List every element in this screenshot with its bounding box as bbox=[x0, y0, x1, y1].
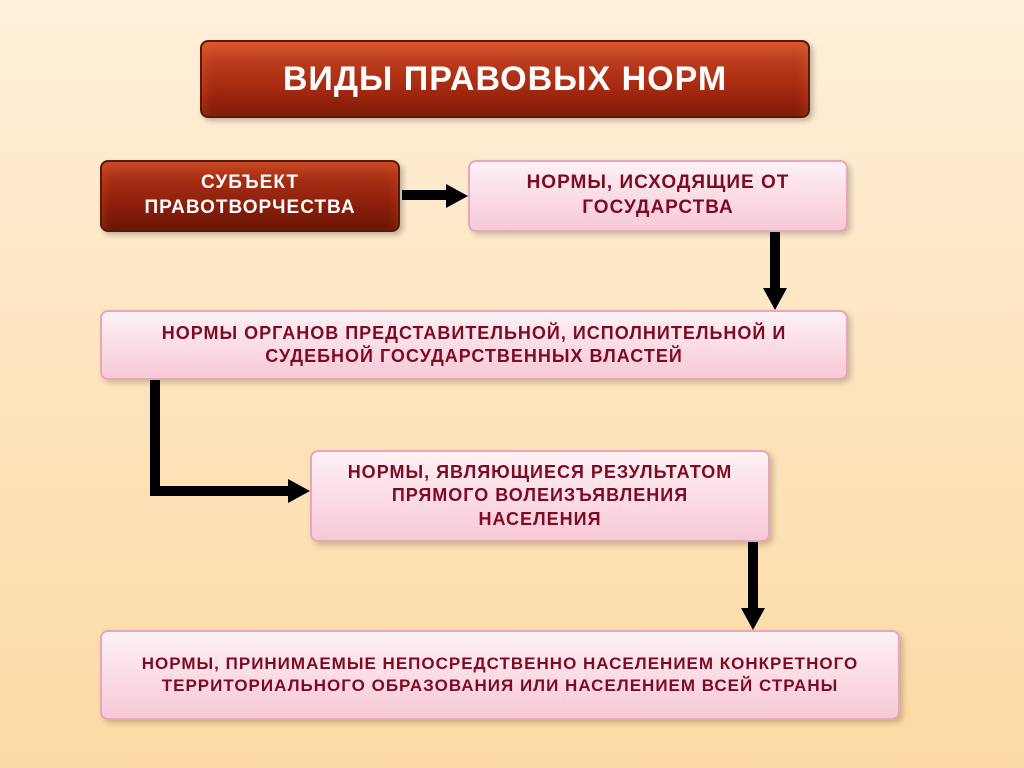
branches-label: НОРМЫ ОРГАНОВ ПРЕДСТАВИТЕЛЬНОЙ, ИСПОЛНИТ… bbox=[118, 322, 830, 369]
arrow-head bbox=[288, 479, 310, 503]
subject-label: СУБЪЕКТ ПРАВОТВОРЧЕСТВА bbox=[118, 171, 382, 220]
population-box: НОРМЫ, ПРИНИМАЕМЫЕ НЕПОСРЕДСТВЕННО НАСЕЛ… bbox=[100, 630, 900, 720]
arrow-segment bbox=[402, 190, 446, 200]
title-text: ВИДЫ ПРАВОВЫХ НОРМ bbox=[283, 57, 727, 101]
arrow-head bbox=[741, 608, 765, 630]
branches-box: НОРМЫ ОРГАНОВ ПРЕДСТАВИТЕЛЬНОЙ, ИСПОЛНИТ… bbox=[100, 310, 848, 380]
direct-will-label: НОРМЫ, ЯВЛЯЮЩИЕСЯ РЕЗУЛЬТАТОМ ПРЯМОГО ВО… bbox=[328, 461, 752, 531]
state-norms-label: НОРМЫ, ИСХОДЯЩИЕ ОТ ГОСУДАРСТВА bbox=[486, 171, 830, 220]
state-norms-box: НОРМЫ, ИСХОДЯЩИЕ ОТ ГОСУДАРСТВА bbox=[468, 160, 848, 232]
arrow-segment bbox=[770, 232, 780, 288]
arrow-head bbox=[763, 288, 787, 310]
arrow-head bbox=[446, 184, 468, 208]
arrow-segment bbox=[150, 380, 160, 496]
arrow-segment bbox=[150, 486, 288, 496]
arrow-segment bbox=[748, 542, 758, 608]
title-box: ВИДЫ ПРАВОВЫХ НОРМ bbox=[200, 40, 810, 118]
direct-will-box: НОРМЫ, ЯВЛЯЮЩИЕСЯ РЕЗУЛЬТАТОМ ПРЯМОГО ВО… bbox=[310, 450, 770, 542]
subject-box: СУБЪЕКТ ПРАВОТВОРЧЕСТВА bbox=[100, 160, 400, 232]
population-label: НОРМЫ, ПРИНИМАЕМЫЕ НЕПОСРЕДСТВЕННО НАСЕЛ… bbox=[118, 653, 882, 697]
